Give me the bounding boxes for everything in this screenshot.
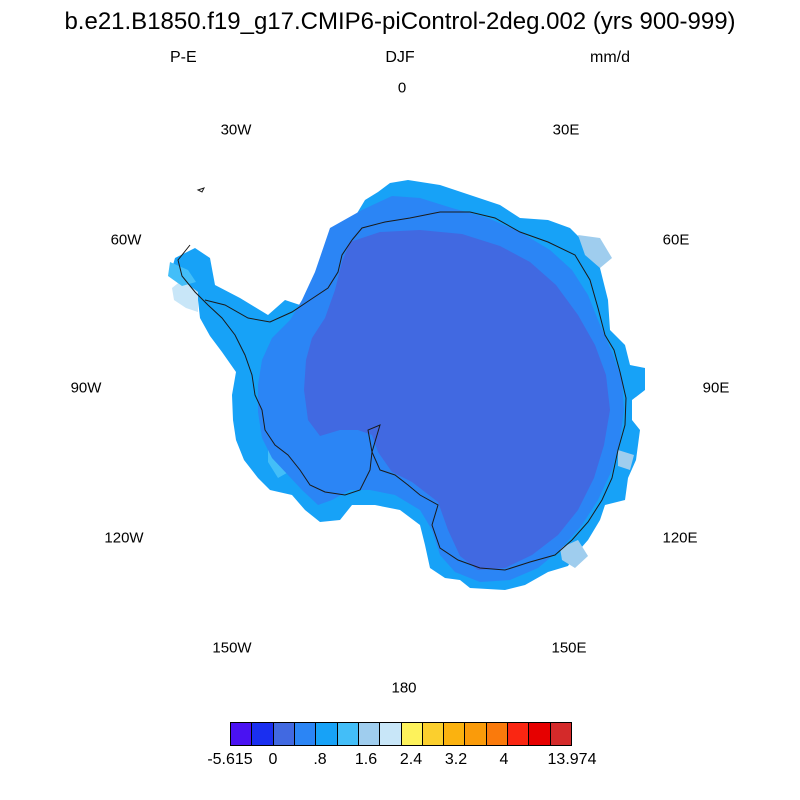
lon-label-90w: 90W bbox=[70, 379, 102, 397]
lon-label-60w: 60W bbox=[110, 231, 142, 249]
lon-label-180: 180 bbox=[391, 679, 417, 697]
colorbar-label-max: 13.974 bbox=[547, 751, 597, 768]
colorbar-swatch-6 bbox=[358, 723, 381, 745]
lon-label-120e: 120E bbox=[662, 529, 698, 547]
pale-patch-east bbox=[578, 235, 612, 268]
colorbar-swatch-12 bbox=[486, 723, 509, 745]
colorbar-swatch-15 bbox=[550, 723, 571, 745]
colorbar-swatch-2 bbox=[273, 723, 295, 745]
colorbar-swatch-4 bbox=[316, 723, 338, 745]
colorbar-label-4: 4 bbox=[499, 751, 509, 768]
island-outline bbox=[196, 187, 205, 193]
map-title: b.e21.B1850.f19_g17.CMIP6-piControl-2deg… bbox=[64, 8, 736, 35]
colorbar-label-min: -5.615 bbox=[207, 751, 253, 768]
colorbar-swatch-7 bbox=[380, 723, 402, 745]
season-label: DJF bbox=[385, 49, 415, 66]
colorbar-swatch-1 bbox=[252, 723, 274, 745]
colorbar-swatch-14 bbox=[529, 723, 551, 745]
lon-label-150w: 150W bbox=[212, 639, 252, 657]
colorbar-label-3-2: 3.2 bbox=[444, 751, 468, 768]
variable-label: P-E bbox=[170, 49, 197, 66]
lon-label-30e: 30E bbox=[552, 121, 580, 139]
units-label: mm/d bbox=[590, 49, 630, 66]
colorbar-swatch-3 bbox=[294, 723, 317, 745]
coastline bbox=[177, 211, 627, 571]
colorbar-swatch-13 bbox=[508, 723, 530, 745]
pale-patch-southeast bbox=[560, 540, 588, 568]
lon-label-0: 0 bbox=[397, 79, 407, 97]
interior-region bbox=[304, 230, 610, 570]
lon-label-90e: 90E bbox=[702, 379, 730, 397]
colorbar-swatch-0 bbox=[231, 723, 253, 745]
lon-label-30w: 30W bbox=[220, 121, 252, 139]
colorbar-swatch-10 bbox=[444, 723, 466, 745]
colorbar-swatch-9 bbox=[422, 723, 445, 745]
colorbar-label-2-4: 2.4 bbox=[399, 751, 423, 768]
colorbar-swatch-11 bbox=[465, 723, 487, 745]
colorbar bbox=[230, 722, 572, 746]
colorbar-swatch-8 bbox=[401, 723, 423, 745]
colorbar-label-0: 0 bbox=[268, 751, 278, 768]
lon-label-120w: 120W bbox=[104, 529, 144, 547]
colorbar-label-1-6: 1.6 bbox=[354, 751, 378, 768]
lon-label-150e: 150E bbox=[551, 639, 587, 657]
pale-patch-south bbox=[618, 450, 634, 470]
lon-label-60e: 60E bbox=[662, 231, 690, 249]
colorbar-label-0-8: .8 bbox=[313, 751, 327, 768]
colorbar-swatch-5 bbox=[337, 723, 359, 745]
